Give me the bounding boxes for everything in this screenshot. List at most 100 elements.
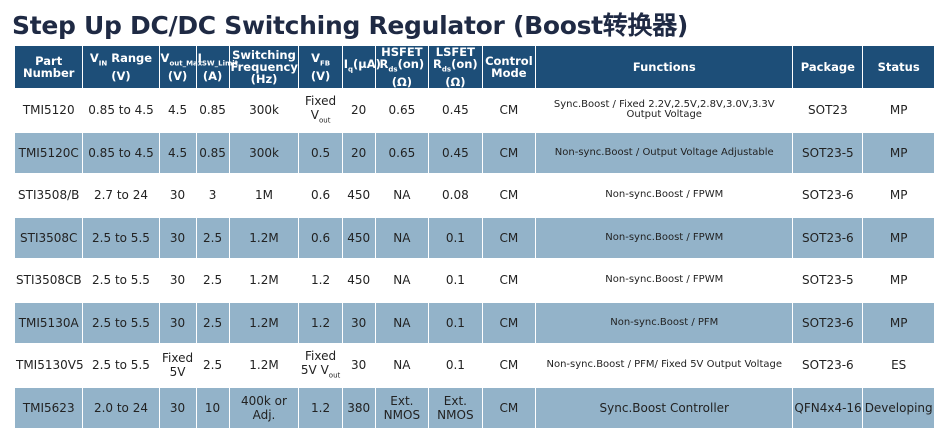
cell-status: Developing [862, 386, 934, 430]
cell-lsfet: Ext. NMOS [428, 386, 483, 430]
cell-vfb: 0.6 [298, 174, 343, 218]
cell-lsfet: 0.1 [428, 301, 483, 345]
cell-frequency: 400k or Adj. [229, 386, 300, 430]
cell-hsfet: Ext. NMOS [375, 386, 430, 430]
cell-lsfet: 0.45 [428, 89, 483, 133]
cell-vfb: 0.6 [298, 216, 343, 260]
cell-part-number: TMI5130A [15, 301, 84, 345]
cell-status: MP [862, 301, 934, 345]
cell-control-mode: CM [482, 301, 537, 345]
cell-vin-range: 2.7 to 24 [82, 174, 160, 218]
cell-lsfet: 0.1 [428, 344, 483, 388]
cell-vfb: 1.2 [298, 301, 343, 345]
cell-part-number: TMI5130V5 [15, 344, 84, 388]
cell-vfb: 1.2 [298, 386, 343, 430]
cell-control-mode: CM [482, 344, 537, 388]
cell-vin-range: 2.0 to 24 [82, 386, 160, 430]
cell-part-number: TMI5120C [15, 131, 84, 175]
cell-isw-limit: 10 [196, 386, 230, 430]
cell-control-mode: CM [482, 386, 537, 430]
cell-functions: Non-sync.Boost / PFM [535, 301, 794, 345]
cell-isw-limit: 0.85 [196, 89, 230, 133]
cell-status: MP [862, 174, 934, 218]
cell-vin-range: 2.5 to 5.5 [82, 301, 160, 345]
header-isw-limit: ISW_Limit (A) [196, 46, 238, 90]
table-row: STI3508/B 2.7 to 24 30 3 1M 0.6 450 NA 0… [15, 174, 934, 218]
cell-functions: Non-sync.Boost / FPWM [535, 259, 794, 303]
cell-iq: 20 [342, 89, 376, 133]
cell-isw-limit: 2.5 [196, 216, 230, 260]
header-lsfet: LSFET Rds(on) (Ω) [428, 46, 483, 90]
header-status: Status [862, 46, 934, 90]
cell-vin-range: 2.5 to 5.5 [82, 344, 160, 388]
cell-iq: 30 [342, 301, 376, 345]
cell-part-number: STI3508/B [15, 174, 84, 218]
cell-control-mode: CM [482, 216, 537, 260]
cell-package: SOT23-5 [792, 131, 864, 175]
cell-isw-limit: 2.5 [196, 259, 230, 303]
cell-isw-limit: 0.85 [196, 131, 230, 175]
cell-hsfet: NA [375, 174, 430, 218]
cell-vin-range: 2.5 to 5.5 [82, 216, 160, 260]
cell-control-mode: CM [482, 259, 537, 303]
cell-hsfet: NA [375, 216, 430, 260]
cell-status: MP [862, 131, 934, 175]
cell-isw-limit: 2.5 [196, 344, 230, 388]
table-row: STI3508C 2.5 to 5.5 30 2.5 1.2M 0.6 450 … [15, 216, 934, 260]
header-part-number: Part Number [15, 46, 84, 90]
table-row: TMI5120C 0.85 to 4.5 4.5 0.85 300k 0.5 2… [15, 131, 934, 175]
table-row: TMI5130V5 2.5 to 5.5 Fixed 5V 2.5 1.2M Fi… [15, 344, 934, 388]
cell-hsfet: 0.65 [375, 89, 430, 133]
cell-iq: 20 [342, 131, 376, 175]
cell-vfb: 0.5 [298, 131, 343, 175]
cell-frequency: 1.2M [229, 259, 300, 303]
cell-vin-range: 0.85 to 4.5 [82, 131, 160, 175]
cell-frequency: 1.2M [229, 301, 300, 345]
header-package: Package [792, 46, 864, 90]
header-iq: Iq(μA) [342, 46, 381, 90]
cell-iq: 450 [342, 216, 376, 260]
cell-isw-limit: 2.5 [196, 301, 230, 345]
cell-status: MP [862, 216, 934, 260]
cell-functions: Non-sync.Boost / PFM/ Fixed 5V Output Vo… [535, 344, 794, 388]
cell-part-number: STI3508C [15, 216, 84, 260]
cell-frequency: 1.2M [229, 216, 300, 260]
header-hsfet: HSFET Rds(on) (Ω) [375, 46, 430, 90]
cell-control-mode: CM [482, 131, 537, 175]
cell-vfb: Fixed 5V Vout [298, 344, 343, 388]
cell-lsfet: 0.1 [428, 216, 483, 260]
cell-iq: 380 [342, 386, 376, 430]
cell-package: QFN4x4-16 [792, 386, 864, 430]
cell-package: SOT23-6 [792, 174, 864, 218]
cell-package: SOT23-6 [792, 301, 864, 345]
cell-iq: 30 [342, 344, 376, 388]
cell-vout-max: 30 [159, 216, 197, 260]
cell-vout-max: 30 [159, 174, 197, 218]
cell-package: SOT23-5 [792, 259, 864, 303]
cell-vfb: Fixed Vout [298, 89, 343, 133]
cell-vout-max: 30 [159, 386, 197, 430]
cell-functions: Non-sync.Boost / FPWM [535, 174, 794, 218]
cell-vout-max: 30 [159, 259, 197, 303]
cell-package: SOT23-6 [792, 344, 864, 388]
page-title: Step Up DC/DC Switching Regulator (Boost… [12, 11, 689, 40]
table-row: STI3508CB 2.5 to 5.5 30 2.5 1.2M 1.2 450… [15, 259, 934, 303]
cell-vin-range: 0.85 to 4.5 [82, 89, 160, 133]
header-functions: Functions [535, 46, 794, 90]
cell-iq: 450 [342, 174, 376, 218]
cell-functions: Sync.Boost Controller [535, 386, 794, 430]
header-row: Part Number VIN Range (V) Vout_Max (V) IS… [15, 46, 934, 90]
cell-frequency: 1M [229, 174, 300, 218]
product-table: Part Number VIN Range (V) Vout_Max (V) IS… [15, 46, 934, 430]
cell-vout-max: 30 [159, 301, 197, 345]
table-row: TMI5623 2.0 to 24 30 10 400k or Adj. 1.2 … [15, 386, 934, 430]
cell-package: SOT23-6 [792, 216, 864, 260]
cell-lsfet: 0.45 [428, 131, 483, 175]
header-vout-max: Vout_Max (V) [159, 46, 202, 90]
cell-vout-max: 4.5 [159, 89, 197, 133]
cell-vout-max: 4.5 [159, 131, 197, 175]
cell-part-number: STI3508CB [15, 259, 84, 303]
cell-functions: Non-sync.Boost / Output Voltage Adjustab… [535, 131, 794, 175]
cell-hsfet: NA [375, 259, 430, 303]
cell-vin-range: 2.5 to 5.5 [82, 259, 160, 303]
